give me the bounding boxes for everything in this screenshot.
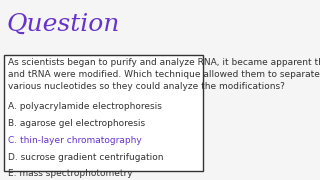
Text: C. thin-layer chromatography: C. thin-layer chromatography [8,136,142,145]
Text: As scientists began to purify and analyze RNA, it became apparent that rRNA
and : As scientists began to purify and analyz… [8,58,320,91]
Text: Question: Question [6,12,120,35]
Text: B. agarose gel electrophoresis: B. agarose gel electrophoresis [8,119,145,128]
Text: A. polyacrylamide electrophoresis: A. polyacrylamide electrophoresis [8,102,162,111]
FancyBboxPatch shape [4,55,203,171]
Text: D. sucrose gradient centrifugation: D. sucrose gradient centrifugation [8,153,164,162]
Text: E. mass spectrophotometry: E. mass spectrophotometry [8,170,133,179]
